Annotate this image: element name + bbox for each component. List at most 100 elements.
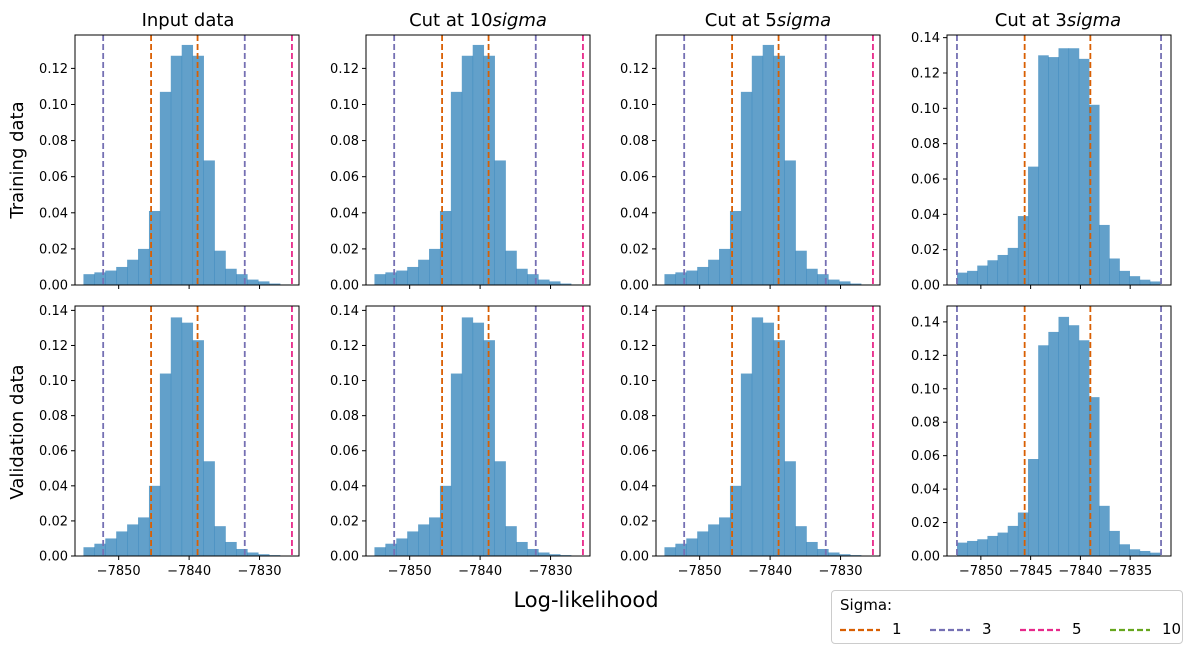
histogram-bar — [1129, 276, 1141, 285]
histogram-bar — [247, 279, 259, 285]
histogram-bar — [967, 540, 978, 556]
histogram-bar — [1078, 58, 1090, 285]
histogram-bar — [1149, 281, 1161, 285]
histogram-bar — [505, 526, 517, 556]
y-tick-label: 0.12 — [620, 339, 649, 354]
y-tick-label: 0.10 — [39, 374, 68, 389]
axes-frame — [655, 305, 881, 557]
histogram-bar — [762, 322, 775, 556]
y-tick-label: 0.14 — [911, 31, 940, 46]
legend-label-1: 1 — [892, 620, 902, 638]
histogram-bar — [269, 283, 281, 285]
histogram-bars — [374, 317, 583, 556]
histogram-bar — [697, 531, 709, 556]
histogram-bar — [751, 317, 764, 556]
y-tick-label: 0.00 — [39, 279, 68, 294]
histogram-bar — [1048, 331, 1059, 556]
histogram-bar — [664, 547, 676, 556]
histogram-bar — [956, 272, 968, 285]
histogram-bar — [494, 461, 506, 556]
histogram-bar — [494, 160, 506, 285]
y-tick-label: 0.04 — [620, 206, 649, 221]
histogram-bar — [94, 272, 106, 285]
histogram-bar — [461, 55, 474, 285]
histogram-bar — [538, 279, 550, 285]
histogram-bar — [1038, 345, 1049, 556]
histogram-bar — [203, 461, 215, 556]
histogram-bar — [418, 259, 430, 285]
histogram-bar — [1109, 258, 1120, 285]
histogram-bar — [817, 274, 829, 285]
histogram-bar — [1068, 325, 1080, 556]
y-tick-label: 0.02 — [911, 243, 940, 258]
histogram-bar — [806, 268, 818, 285]
histogram-bar — [105, 270, 117, 285]
histogram-bar — [236, 274, 248, 285]
axes-frame — [946, 305, 1172, 557]
col-title-4: Cut at 3sigma — [995, 10, 1121, 31]
histogram-bar — [795, 526, 807, 556]
histogram-bar — [439, 485, 452, 556]
histogram-bar — [203, 160, 215, 285]
histogram-bar — [407, 266, 419, 285]
y-tick-label: 0.08 — [620, 134, 649, 149]
histogram-bar — [697, 266, 709, 285]
histogram-bar — [1038, 55, 1049, 285]
histogram-bar — [850, 283, 862, 285]
x-tick-label: −7830 — [529, 564, 573, 579]
panel-2-1: 0.00 0.02 0.04 0.06 0.08 0.10 0.12 0.14 −7850 −78… — [39, 304, 300, 579]
histogram-bar — [374, 274, 386, 285]
histogram-bar — [828, 279, 840, 285]
histogram-bar — [439, 210, 452, 285]
panel-2-4: 0.00 0.02 0.04 0.06 0.08 0.10 0.12 0.14 −7850 −78… — [911, 305, 1172, 579]
histogram-bar — [527, 548, 539, 556]
histogram-bar — [686, 538, 698, 556]
histogram-bar — [538, 552, 550, 556]
y-tick-label: 0.12 — [39, 62, 68, 77]
y-tick-label: 0.02 — [330, 514, 359, 529]
y-tick-label: 0.10 — [39, 98, 68, 113]
y-tick-label: 0.04 — [330, 479, 359, 494]
histogram-bar — [817, 548, 829, 556]
histogram-bar — [987, 260, 998, 285]
histogram-bars — [83, 317, 292, 556]
histogram-bar — [784, 160, 796, 285]
y-tick-label: 0.04 — [330, 206, 359, 221]
y-tick-label: 0.04 — [911, 483, 940, 498]
histogram-bar — [258, 281, 270, 285]
histogram-bar — [429, 248, 441, 285]
y-tick-label: 0.00 — [911, 550, 940, 565]
histogram-bar — [1088, 397, 1100, 556]
row-label-validation: Validation data — [7, 364, 28, 499]
histogram-bar — [773, 340, 785, 556]
histogram-bar — [762, 44, 775, 285]
histogram-bar — [967, 270, 978, 285]
panel-1-3: 0.00 0.02 0.04 0.06 0.08 0.10 0.12 — [620, 34, 881, 294]
histogram-bar — [828, 552, 840, 556]
histogram-bar — [148, 485, 161, 556]
y-tick-label: 0.12 — [330, 339, 359, 354]
histogram-bar — [214, 250, 226, 285]
histogram-bar — [708, 259, 720, 285]
histogram-bar — [549, 554, 561, 556]
histogram-bar — [236, 548, 248, 556]
histogram-bar — [472, 44, 485, 285]
histogram-bar — [516, 541, 528, 556]
histogram-bar — [839, 554, 851, 556]
y-tick-label: 0.06 — [39, 444, 68, 459]
histogram-bar — [83, 274, 95, 285]
histogram-bar — [1099, 224, 1110, 285]
y-tick-label: 0.06 — [620, 170, 649, 185]
histogram-bar — [997, 254, 1009, 285]
histogram-bar — [247, 552, 259, 556]
y-tick-label: 0.08 — [39, 134, 68, 149]
x-tick-label: −7840 — [458, 564, 502, 579]
x-tick-label: −7830 — [238, 564, 282, 579]
histogram-bars — [664, 317, 873, 556]
histogram-bar — [1028, 459, 1039, 556]
histogram-bar — [374, 547, 386, 556]
histogram-bar — [1017, 512, 1029, 556]
histogram-bar — [214, 526, 226, 556]
histogram-bar — [987, 535, 998, 556]
x-tick-label: −7845 — [1009, 564, 1053, 579]
